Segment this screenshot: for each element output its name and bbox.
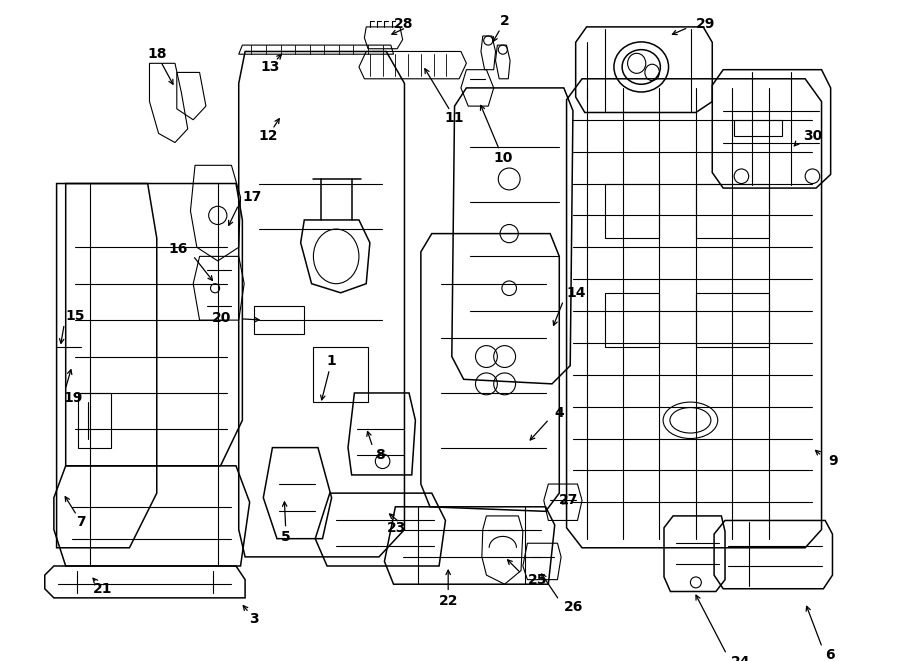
Text: 17: 17: [242, 190, 262, 204]
Text: 28: 28: [394, 17, 414, 31]
Text: 3: 3: [249, 612, 259, 626]
Text: 22: 22: [438, 594, 458, 607]
Text: 21: 21: [93, 582, 112, 596]
Text: 11: 11: [445, 111, 464, 125]
Text: 14: 14: [567, 286, 586, 300]
Text: 23: 23: [387, 521, 406, 535]
Text: 10: 10: [493, 151, 512, 165]
Text: 27: 27: [559, 493, 579, 508]
Text: 19: 19: [63, 391, 82, 405]
Text: 13: 13: [260, 60, 279, 74]
Text: 29: 29: [696, 17, 716, 31]
Text: 15: 15: [66, 309, 86, 323]
Text: 7: 7: [76, 516, 86, 529]
Text: 6: 6: [825, 648, 835, 661]
Polygon shape: [696, 184, 769, 238]
Text: 1: 1: [327, 354, 337, 368]
Text: 30: 30: [804, 129, 823, 143]
Text: 2: 2: [500, 15, 509, 28]
Text: 4: 4: [554, 406, 564, 420]
Polygon shape: [696, 293, 769, 348]
Text: 20: 20: [212, 311, 231, 325]
Text: 9: 9: [828, 454, 838, 468]
Text: 26: 26: [563, 600, 583, 614]
Text: 18: 18: [147, 47, 166, 61]
Text: 16: 16: [168, 242, 188, 256]
Text: 25: 25: [527, 572, 547, 587]
Polygon shape: [605, 293, 660, 348]
Polygon shape: [605, 184, 660, 238]
Text: 8: 8: [375, 448, 385, 462]
Text: 24: 24: [731, 654, 750, 661]
Text: 5: 5: [281, 530, 291, 544]
Text: 12: 12: [258, 129, 277, 143]
